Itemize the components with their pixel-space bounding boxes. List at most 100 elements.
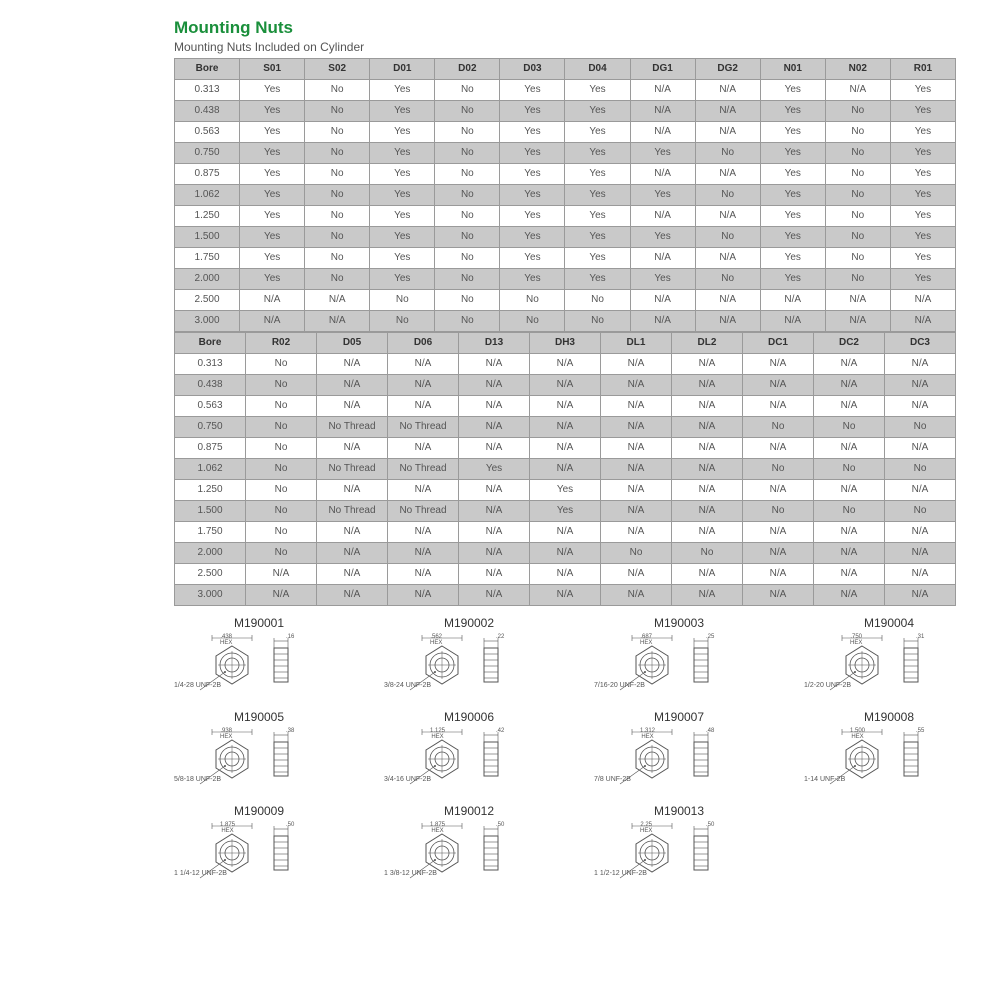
table-cell: Yes xyxy=(890,227,955,248)
col-header: S02 xyxy=(305,59,370,80)
table-cell: Yes xyxy=(500,206,565,227)
table-cell: N/A xyxy=(814,564,885,585)
nut-part-number: M190003 xyxy=(594,616,764,630)
table-row: 0.875NoN/AN/AN/AN/AN/AN/AN/AN/AN/A xyxy=(175,438,956,459)
nut-diagrams: M190001 .438HEX.161/4-28 UNF-2B M190002 .… xyxy=(24,606,976,880)
table-cell: Yes xyxy=(630,185,695,206)
table-cell: Yes xyxy=(240,269,305,290)
nut-diagram: M190013 2.25HEX.501 1/2-12 UNF-2B xyxy=(614,804,764,880)
nut-thickness: .50 xyxy=(286,822,294,828)
table-row: 0.438YesNoYesNoYesYesN/AN/AYesNoYes xyxy=(175,101,956,122)
table-row: 1.062YesNoYesNoYesYesYesNoYesNoYes xyxy=(175,185,956,206)
table-cell: Yes xyxy=(500,227,565,248)
table-cell: N/A xyxy=(459,501,530,522)
table-row: 2.000NoN/AN/AN/AN/ANoNoN/AN/AN/A xyxy=(175,543,956,564)
table-cell: N/A xyxy=(317,522,388,543)
table-cell: No xyxy=(305,122,370,143)
table-cell: N/A xyxy=(317,480,388,501)
table-cell: N/A xyxy=(388,396,459,417)
table-cell: No xyxy=(500,290,565,311)
table-cell: N/A xyxy=(246,564,317,585)
table-cell: N/A xyxy=(825,80,890,101)
nut-part-number: M190007 xyxy=(594,710,764,724)
table-cell: Yes xyxy=(370,185,435,206)
table-cell: No xyxy=(246,375,317,396)
table-cell: Yes xyxy=(240,122,305,143)
nut-hex-label: .687HEX xyxy=(640,634,652,646)
table-cell: 0.563 xyxy=(175,396,246,417)
table-row: 1.250YesNoYesNoYesYesN/AN/AYesNoYes xyxy=(175,206,956,227)
table-cell: 0.563 xyxy=(175,122,240,143)
table-cell: N/A xyxy=(240,311,305,332)
table-cell: N/A xyxy=(695,311,760,332)
table-cell: No xyxy=(885,417,956,438)
nut-hex-label: .750HEX xyxy=(850,634,862,646)
table-cell: Yes xyxy=(565,248,630,269)
table-row: 0.750YesNoYesNoYesYesYesNoYesNoYes xyxy=(175,143,956,164)
table-cell: No xyxy=(435,248,500,269)
nut-part-number: M190004 xyxy=(804,616,974,630)
table-cell: N/A xyxy=(743,438,814,459)
table-cell: 2.500 xyxy=(175,564,246,585)
table-cell: Yes xyxy=(630,227,695,248)
nut-row: M190009 1.875HEX.501 1/4-12 UNF-2BM19001… xyxy=(194,804,976,880)
table-cell: No xyxy=(825,122,890,143)
table-row: 3.000N/AN/AN/AN/AN/AN/AN/AN/AN/AN/A xyxy=(175,585,956,606)
table-cell: N/A xyxy=(672,501,743,522)
nut-thickness: .38 xyxy=(286,728,294,734)
table-cell: N/A xyxy=(630,290,695,311)
table-cell: 1.500 xyxy=(175,501,246,522)
table-row: 0.563NoN/AN/AN/AN/AN/AN/AN/AN/AN/A xyxy=(175,396,956,417)
table-cell: Yes xyxy=(500,269,565,290)
table-cell: No xyxy=(370,311,435,332)
nut-part-number: M190013 xyxy=(594,804,764,818)
nut-thread-callout: 1/4-28 UNF-2B xyxy=(174,682,221,689)
table-cell: Yes xyxy=(890,122,955,143)
table-cell: No xyxy=(601,543,672,564)
nut-part-number: M190006 xyxy=(384,710,554,724)
table-cell: N/A xyxy=(601,438,672,459)
table-cell: N/A xyxy=(885,585,956,606)
table-row: 1.750YesNoYesNoYesYesN/AN/AYesNoYes xyxy=(175,248,956,269)
table-cell: Yes xyxy=(890,185,955,206)
table-cell: No xyxy=(246,522,317,543)
col-header: DL2 xyxy=(672,333,743,354)
nut-diagram: M190001 .438HEX.161/4-28 UNF-2B xyxy=(194,616,344,692)
page-title: Mounting Nuts xyxy=(24,18,976,38)
table-cell: N/A xyxy=(459,354,530,375)
table-cell: Yes xyxy=(760,80,825,101)
table-cell: Yes xyxy=(890,80,955,101)
table-cell: N/A xyxy=(672,354,743,375)
table-cell: Yes xyxy=(890,143,955,164)
table-cell: Yes xyxy=(240,80,305,101)
table-cell: N/A xyxy=(601,354,672,375)
table-cell: No xyxy=(825,101,890,122)
table-cell: Yes xyxy=(500,143,565,164)
table-cell: N/A xyxy=(388,354,459,375)
table-cell: N/A xyxy=(530,522,601,543)
table-cell: 1.250 xyxy=(175,206,240,227)
table-cell: N/A xyxy=(814,375,885,396)
table-cell: Yes xyxy=(565,227,630,248)
nut-thickness: .31 xyxy=(916,634,924,640)
table-cell: 0.313 xyxy=(175,354,246,375)
table-cell: No xyxy=(435,311,500,332)
table-cell: N/A xyxy=(814,543,885,564)
table-cell: No xyxy=(435,143,500,164)
table-cell: No Thread xyxy=(388,459,459,480)
table-cell: No Thread xyxy=(317,417,388,438)
table-cell: N/A xyxy=(530,417,601,438)
table-cell: N/A xyxy=(760,290,825,311)
table-row: 0.750NoNo ThreadNo ThreadN/AN/AN/AN/ANoN… xyxy=(175,417,956,438)
nut-hex-label: .938HEX xyxy=(220,728,232,740)
table-cell: No xyxy=(305,206,370,227)
table-cell: N/A xyxy=(530,543,601,564)
table-cell: 0.875 xyxy=(175,164,240,185)
table-cell: No xyxy=(825,227,890,248)
col-header: DL1 xyxy=(601,333,672,354)
table-cell: N/A xyxy=(388,480,459,501)
nut-diagram: M190002 .562HEX.223/8-24 UNF-2B xyxy=(404,616,554,692)
nut-thickness: .22 xyxy=(496,634,504,640)
table-cell: N/A xyxy=(885,564,956,585)
nut-thread-callout: 1 3/8-12 UNF-2B xyxy=(384,870,437,877)
